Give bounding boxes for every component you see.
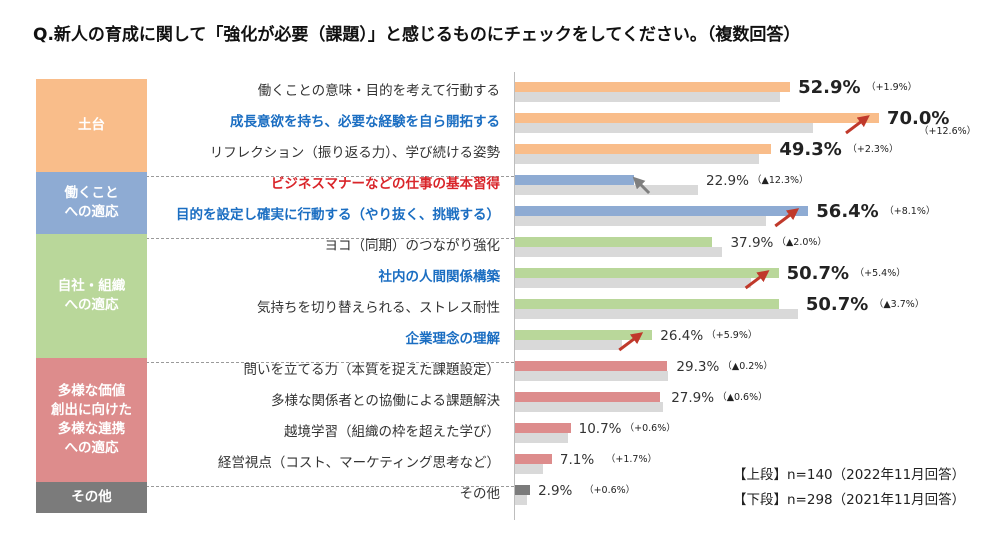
bar-2022 bbox=[515, 392, 661, 402]
change-label: （+1.9%） bbox=[866, 82, 918, 93]
group-separator bbox=[36, 486, 514, 487]
change-label: （▲12.3%） bbox=[752, 175, 809, 186]
bar-2021 bbox=[515, 278, 751, 288]
category-label: 気持ちを切り替えられる、ストレス耐性 bbox=[257, 300, 500, 316]
legend-lower: 【下段】n=298（2021年11月回答） bbox=[733, 492, 966, 508]
bar-2021 bbox=[515, 216, 767, 226]
group-box-diversity: 多様な価値 創出に向けた 多様な連携 への適応 bbox=[36, 358, 147, 482]
value-axis-line bbox=[514, 72, 515, 520]
bar-2022 bbox=[515, 237, 713, 247]
change-label: （▲3.7%） bbox=[873, 299, 925, 310]
bar-2022 bbox=[515, 454, 552, 464]
bar-2022 bbox=[515, 268, 779, 278]
value-label: 37.9% bbox=[730, 235, 774, 251]
bar-2022 bbox=[515, 144, 772, 154]
change-label: （▲0.2%） bbox=[722, 361, 773, 372]
change-label: （▲2.0%） bbox=[776, 237, 827, 248]
bar-2022 bbox=[515, 175, 635, 185]
value-label: 50.7% bbox=[805, 294, 869, 315]
value-label: 7.1% bbox=[559, 452, 595, 468]
bar-2021 bbox=[515, 123, 814, 133]
value-label: 56.4% bbox=[816, 201, 879, 222]
group-box-adapt_work: 働くこと への適応 bbox=[36, 172, 147, 234]
value-label: 2.9% bbox=[538, 483, 573, 499]
category-label: 経営視点（コスト、マーケティング思考など） bbox=[217, 455, 500, 471]
group-box-organization: 自社・組織 への適応 bbox=[36, 234, 147, 358]
bar-2021 bbox=[515, 402, 664, 412]
chart-title: Q.新人の育成に関して「強化が必要（課題）」と感じるものにチェックをしてください… bbox=[33, 25, 801, 45]
value-label: 70.0% bbox=[887, 108, 950, 129]
change-label: （+2.3%） bbox=[847, 144, 899, 155]
category-label: 目的を設定し確実に行動する（やり抜く、挑戦する） bbox=[176, 207, 500, 223]
bar-2022 bbox=[515, 485, 531, 495]
legend-upper: 【上段】n=140（2022年11月回答） bbox=[733, 467, 966, 483]
category-label: その他 bbox=[459, 486, 501, 502]
bar-2021 bbox=[515, 92, 781, 102]
category-label: リフレクション（振り返る力）、学び続ける姿勢 bbox=[209, 145, 500, 161]
bar-2022 bbox=[515, 113, 879, 123]
bar-2021 bbox=[515, 464, 544, 474]
bar-2022 bbox=[515, 299, 779, 309]
category-label: 企業理念の理解 bbox=[405, 331, 501, 347]
group-separator bbox=[36, 176, 514, 177]
category-label: 成長意欲を持ち、必要な経験を自ら開拓する bbox=[230, 114, 500, 130]
change-label: （+5.4%） bbox=[854, 268, 906, 279]
change-label: （+0.6%） bbox=[584, 485, 636, 496]
group-separator bbox=[36, 362, 514, 363]
value-label: 49.3% bbox=[779, 139, 842, 160]
value-label: 29.3% bbox=[676, 359, 720, 375]
change-label: （+0.6%） bbox=[624, 423, 676, 434]
value-label: 52.9% bbox=[798, 77, 861, 98]
change-label: （+1.7%） bbox=[605, 454, 658, 465]
category-label: 働くことの意味・目的を考えて行動する bbox=[257, 83, 500, 99]
category-label: 社内の人間関係構築 bbox=[378, 269, 501, 285]
bar-2022 bbox=[515, 82, 791, 92]
bar-2021 bbox=[515, 340, 622, 350]
value-label: 22.9% bbox=[706, 173, 749, 189]
change-label: （▲0.6%） bbox=[717, 392, 768, 403]
change-label: （+8.1%） bbox=[884, 206, 936, 217]
group-box-other: その他 bbox=[36, 482, 147, 513]
value-label: 50.7% bbox=[786, 263, 850, 284]
change-label: （+5.9%） bbox=[706, 330, 758, 341]
bar-2021 bbox=[515, 247, 723, 257]
bar-2021 bbox=[515, 433, 568, 443]
bar-2021 bbox=[515, 185, 699, 195]
value-label: 10.7% bbox=[578, 421, 622, 437]
category-label: 越境学習（組織の枠を超えた学び） bbox=[284, 424, 500, 440]
category-label: 問いを立てる力（本質を捉えた課題設定） bbox=[243, 362, 501, 378]
bar-2021 bbox=[515, 154, 760, 164]
category-label: ビジネスマナーなどの仕事の基本習得 bbox=[270, 176, 500, 192]
category-label: ヨコ（同期）のつながり強化 bbox=[324, 238, 501, 254]
bar-2022 bbox=[515, 330, 653, 340]
bar-2021 bbox=[515, 371, 669, 381]
group-box-foundation: 土台 bbox=[36, 79, 147, 172]
bar-2021 bbox=[515, 495, 527, 505]
group-separator bbox=[36, 238, 514, 239]
bar-2022 bbox=[515, 206, 809, 216]
category-label: 多様な関係者との協働による課題解決 bbox=[271, 393, 500, 409]
bar-2022 bbox=[515, 423, 571, 433]
change-label: （+12.6%） bbox=[919, 126, 977, 137]
value-label: 26.4% bbox=[660, 328, 704, 344]
bar-2021 bbox=[515, 309, 798, 319]
value-label: 27.9% bbox=[671, 390, 715, 406]
bar-2022 bbox=[515, 361, 668, 371]
